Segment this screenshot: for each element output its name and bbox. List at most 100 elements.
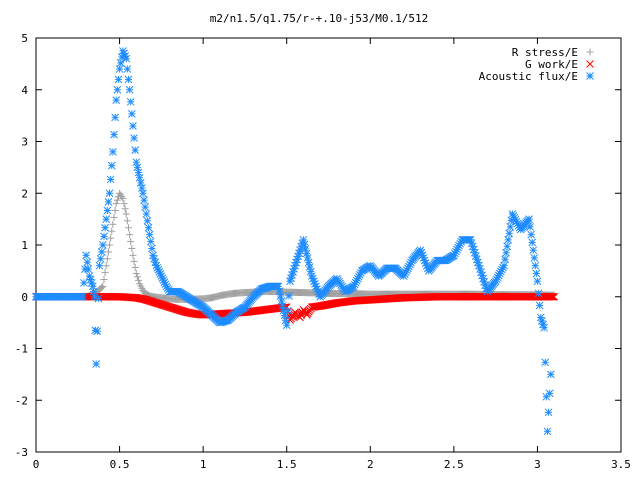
data-point [130,134,138,142]
data-point [144,223,153,232]
data-point [94,294,103,303]
data-point [534,289,543,298]
data-point [113,85,122,94]
data-point [504,235,513,244]
data-point [78,292,87,301]
data-point [275,287,284,296]
data-point [105,189,114,198]
data-point [124,75,133,84]
data-point [525,215,533,223]
data-point [123,217,131,225]
data-point [110,130,118,139]
data-point [131,146,140,154]
data-point [533,277,542,286]
x-tick-label: 3 [534,458,541,471]
data-point [113,196,121,204]
data-point [122,54,131,63]
data-point [126,97,135,106]
data-point [107,161,116,170]
data-point [503,242,511,251]
data-point [306,267,315,276]
data-point [541,358,550,367]
data-point [545,389,554,398]
data-point [138,184,146,192]
data-point [277,297,286,305]
data-point [285,292,293,300]
data-point [127,110,136,118]
data-point [111,113,119,122]
x-tick-label: 1 [200,458,207,471]
data-point [83,258,92,267]
data-point [531,261,540,270]
data-point [143,216,152,225]
series-1 [32,292,558,324]
data-point [547,292,556,301]
data-point [300,240,309,249]
y-tick-label: 3 [21,136,28,149]
data-point [121,205,129,213]
y-tick-label: 2 [21,187,28,200]
data-point [546,370,555,379]
data-point [123,65,132,73]
data-point [501,255,509,264]
data-point [101,223,109,232]
data-point [107,234,115,242]
data-point [287,274,295,282]
data-point [93,327,102,336]
data-point [133,163,142,172]
data-point [102,215,111,223]
data-point [119,194,127,202]
data-point [550,292,558,301]
y-tick-label: 5 [21,32,28,45]
data-point [128,244,136,252]
data-point [109,147,117,156]
data-point [296,313,304,322]
data-point [102,262,110,270]
data-point [283,306,292,315]
y-tick-label: 1 [21,239,28,252]
data-point [82,251,90,260]
data-point [135,276,143,284]
data-point [106,175,115,184]
data-point [274,282,283,291]
data-point [122,210,130,218]
data-point [527,230,536,239]
data-point [103,255,111,263]
data-point [104,248,112,256]
data-point [544,408,553,417]
data-point [549,292,558,301]
data-point [116,59,125,67]
data-point [97,248,106,256]
data-point [106,241,114,249]
data-point [100,232,108,241]
data-point [526,223,534,231]
y-tick-label: 4 [21,84,28,97]
data-point [500,261,508,270]
data-point [135,173,144,182]
data-point [126,231,134,239]
data-point [98,283,106,291]
data-point [115,65,124,73]
data-point [146,237,155,246]
data-point [546,292,555,301]
data-point [130,257,138,265]
data-point [89,287,98,296]
chart-title: m2/n1.5/q1.75/r-+.10-j53/M0.1/512 [210,12,429,25]
x-tick-label: 0.5 [110,458,130,471]
data-point [139,189,147,198]
legend-marker [586,60,594,68]
data-point [529,246,538,255]
data-point [132,269,140,277]
x-tick-label: 1.5 [277,458,297,471]
data-point [120,200,128,208]
legend-label: G work/E [525,58,578,71]
data-point [110,213,118,221]
series-0 [32,189,558,303]
data-point [301,245,310,253]
data-point [96,254,105,263]
y-tick-label: -1 [15,343,28,356]
data-point [124,224,132,232]
data-point [543,427,552,436]
y-tick-label: 0 [21,291,28,304]
